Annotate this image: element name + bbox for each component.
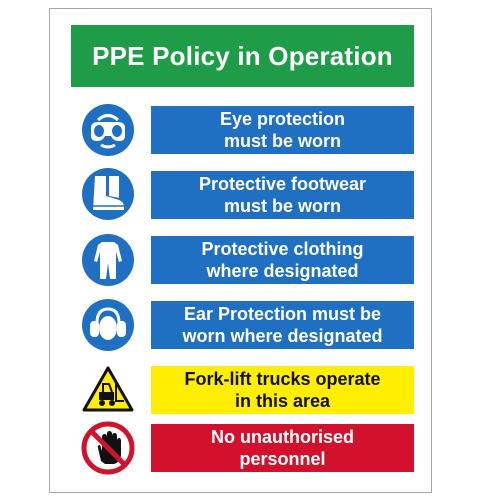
forklift-text: Fork-lift trucks operate in this area [184,369,381,411]
forklift-panel: Fork-lift trucks operate in this area [151,366,414,414]
footwear-panel: Protective footwear must be worn [151,171,414,219]
unauthorised-text: No unauthorised personnel [211,427,354,469]
ear-protection-panel: Ear Protection must be worn where design… [151,301,414,349]
sign-title: PPE Policy in Operation [71,25,414,87]
clothing-panel: Protective clothing where designated [151,236,414,284]
footwear-text: Protective footwear must be worn [198,174,367,216]
ear-defenders-icon [81,298,135,352]
ear-protection-text: Ear Protection must be worn where design… [182,304,383,346]
forklift-warning-icon [81,362,135,416]
goggles-icon [81,103,135,157]
safety-boot-icon [81,167,135,221]
eye-protection-panel: Eye protection must be worn [151,106,414,154]
eye-protection-text: Eye protection must be worn [219,109,346,151]
overalls-icon [81,233,135,287]
unauthorised-panel: No unauthorised personnel [151,424,414,472]
clothing-text: Protective clothing where designated [201,239,364,281]
no-entry-hand-icon [81,421,135,475]
sign-title-text: PPE Policy in Operation [92,40,393,71]
